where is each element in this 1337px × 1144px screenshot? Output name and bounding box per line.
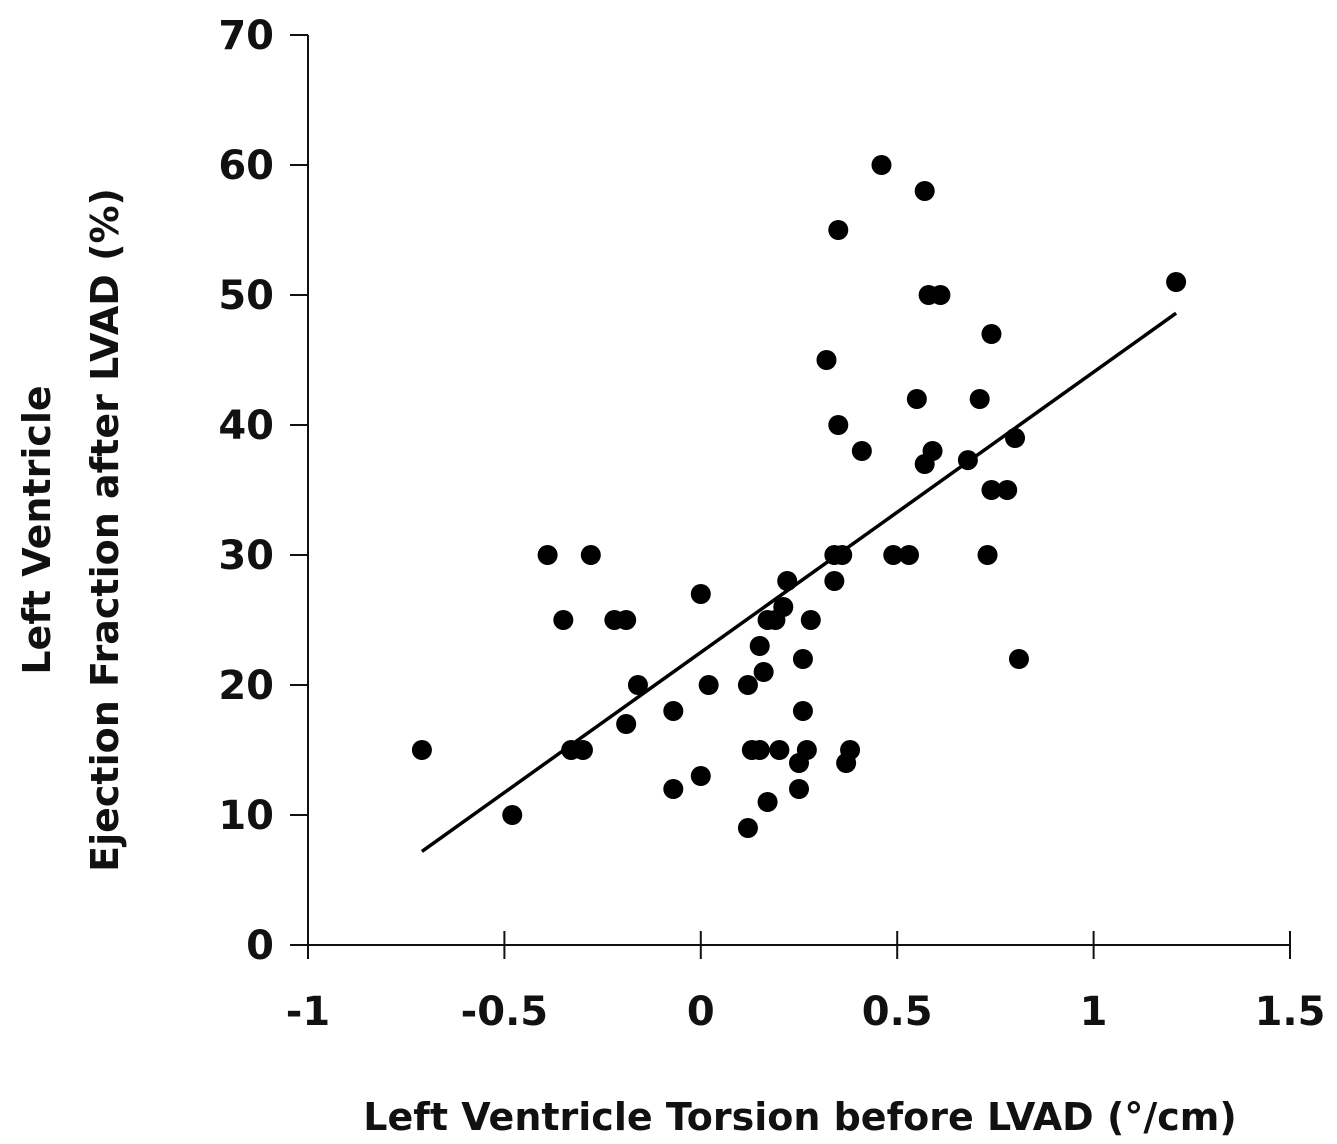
data-point (749, 740, 770, 760)
data-point (969, 389, 990, 409)
data-point (627, 675, 648, 695)
data-point (753, 662, 774, 682)
y-axis-title-line1: Left Ventricle (15, 385, 59, 674)
data-point (792, 701, 813, 721)
data-point (749, 636, 770, 656)
data-point (871, 155, 892, 175)
data-point (537, 545, 558, 565)
data-point (981, 480, 1002, 500)
data-point (777, 571, 798, 591)
data-point (616, 714, 637, 734)
data-point (997, 480, 1018, 500)
data-point (851, 441, 872, 461)
trendline (420, 311, 1178, 853)
data-point (832, 545, 853, 565)
data-point (906, 389, 927, 409)
x-axis-title: Left Ventricle Torsion before LVAD (°/cm… (363, 1095, 1236, 1139)
data-point (502, 805, 523, 825)
data-point (883, 545, 904, 565)
data-point (737, 818, 758, 838)
trendline-group (420, 311, 1178, 853)
data-point (553, 610, 574, 630)
data-point (411, 740, 432, 760)
data-point (828, 220, 849, 240)
y-tick-label: 60 (218, 143, 274, 189)
data-point (828, 415, 849, 435)
data-point (816, 350, 837, 370)
data-point (1008, 649, 1029, 669)
data-point (769, 740, 790, 760)
y-tick-label: 10 (218, 793, 274, 839)
data-point (792, 649, 813, 669)
data-point (1005, 428, 1026, 448)
data-point (930, 285, 951, 305)
data-point (737, 675, 758, 695)
x-axis: -1 -0.5 0 0.5 1 1.5 (286, 931, 1326, 1035)
data-point (757, 792, 778, 812)
data-point (690, 766, 711, 786)
x-tick-label: 0.5 (862, 989, 933, 1035)
data-point (1166, 272, 1187, 292)
x-tick-label: 1.5 (1255, 989, 1326, 1035)
y-tick-label: 70 (218, 13, 274, 59)
y-tick-label: 30 (218, 533, 274, 579)
data-point (773, 597, 794, 617)
data-point (840, 740, 861, 760)
data-point (690, 584, 711, 604)
data-point (800, 610, 821, 630)
y-axis-title-line2: Ejection Fraction after LVAD (%) (83, 188, 127, 872)
data-point (922, 441, 943, 461)
data-point (663, 701, 684, 721)
data-point (957, 450, 978, 471)
y-tick-label: 40 (218, 403, 274, 449)
data-points (411, 155, 1187, 838)
data-point (914, 181, 935, 201)
data-point (981, 324, 1002, 344)
y-tick-label: 0 (246, 923, 274, 969)
data-point (663, 779, 684, 799)
data-point (580, 545, 601, 565)
y-axis: 0 10 20 30 40 50 60 70 (218, 13, 309, 969)
x-tick-label: -1 (286, 989, 330, 1035)
data-point (977, 545, 998, 565)
x-tick-label: 1 (1080, 989, 1108, 1035)
data-point (698, 675, 719, 695)
x-tick-label: 0 (687, 989, 715, 1035)
x-tick-label: -0.5 (461, 989, 548, 1035)
data-point (898, 545, 919, 565)
data-point (824, 571, 845, 591)
data-point (572, 740, 593, 760)
y-tick-label: 20 (218, 663, 274, 709)
data-point (789, 779, 809, 799)
data-point (616, 610, 637, 630)
data-point (796, 740, 817, 760)
y-tick-label: 50 (218, 273, 274, 319)
